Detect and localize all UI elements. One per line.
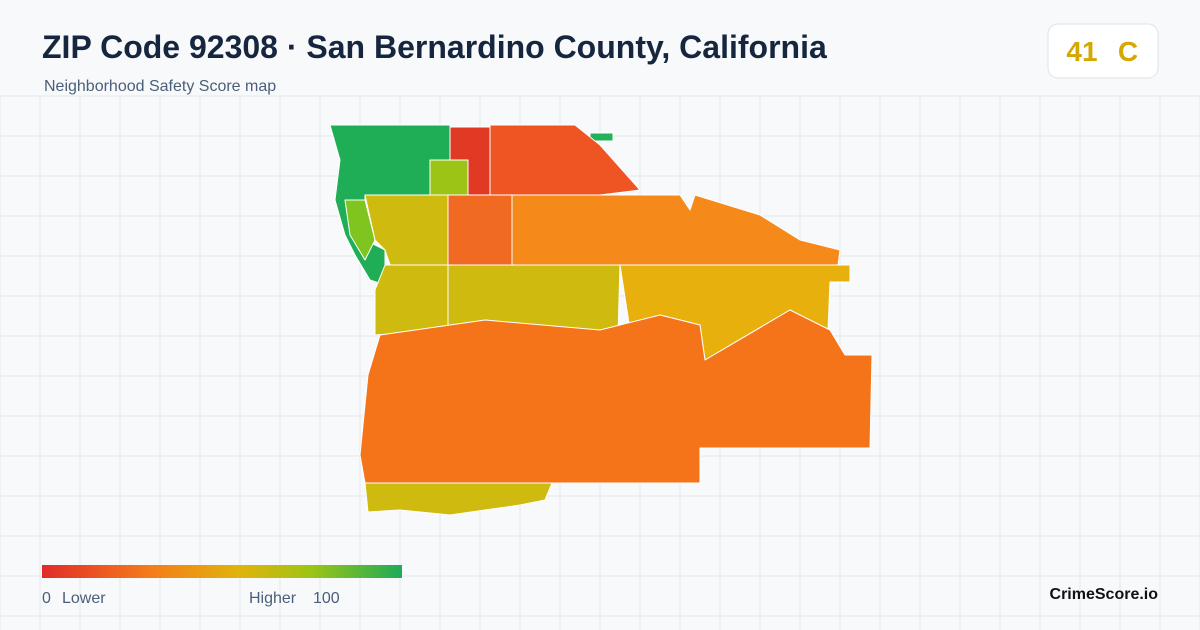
map [329, 124, 873, 516]
map-region [359, 309, 873, 484]
score-badge [1047, 23, 1159, 79]
map-region [429, 159, 469, 196]
title: ZIP Code 92308 · San Bernardino County, … [42, 29, 827, 65]
score-grade: C [1118, 36, 1138, 67]
legend-max-label: Higher [249, 590, 297, 607]
map-region [511, 194, 841, 266]
legend-min-label: Lower [62, 590, 106, 607]
legend-min: 0 [42, 590, 51, 607]
map-region [344, 199, 376, 261]
score-value: 41 [1066, 36, 1097, 67]
map-region [364, 482, 553, 516]
legend-max: 100 [313, 590, 340, 607]
map-region [447, 194, 513, 266]
subtitle: Neighborhood Safety Score map [44, 78, 276, 95]
map-region [374, 264, 449, 336]
legend-gradient [42, 565, 402, 578]
brand: CrimeScore.io [1050, 586, 1159, 603]
